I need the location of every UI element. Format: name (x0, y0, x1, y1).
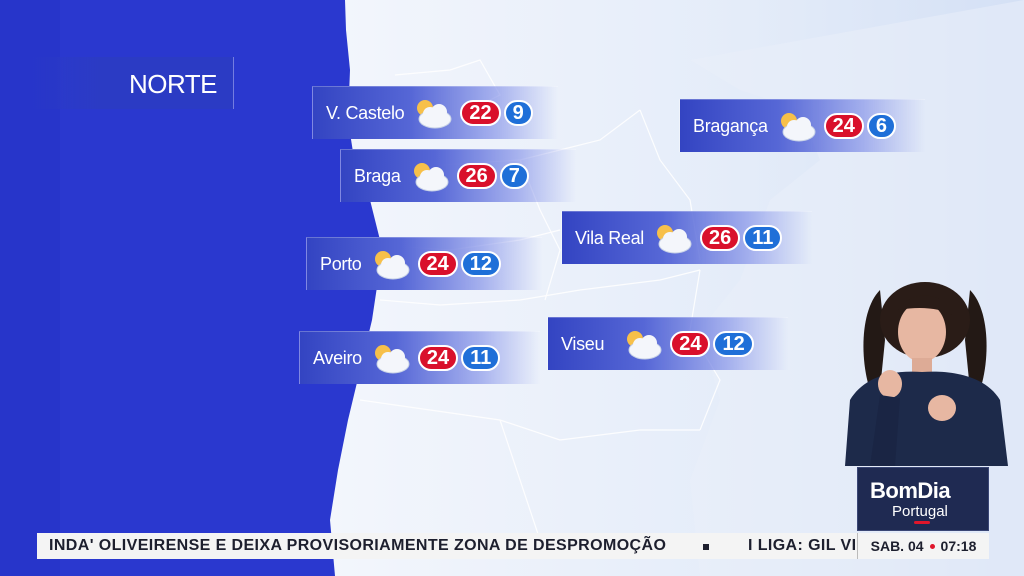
city-card-v-castelo: V. Castelo 22 9 (312, 86, 558, 139)
min-temp-badge: 6 (866, 113, 897, 139)
city-card-viseu: Viseu 24 12 (547, 317, 788, 370)
date-time: SAB. 04 07:18 (857, 533, 989, 559)
city-name: V. Castelo (326, 102, 405, 123)
partly-cloudy-icon (780, 113, 816, 142)
logo-line2: Portugal (892, 503, 948, 520)
news-ticker: INDA' OLIVEIRENSE E DEIXA PROVISORIAMENT… (37, 533, 857, 559)
partly-cloudy-icon (657, 225, 692, 254)
sign-language-presenter (845, 282, 1008, 466)
partly-cloudy-icon (374, 345, 410, 374)
min-temp-badge: 7 (499, 163, 529, 189)
min-temp-badge: 11 (743, 225, 783, 251)
city-card-braga: Braga 26 7 (340, 149, 576, 202)
min-temp-badge: 9 (503, 100, 533, 126)
city-card-braganca: Bragança 24 6 (679, 99, 925, 152)
city-card-porto: Porto 24 12 (306, 237, 542, 290)
city-name: Vila Real (575, 227, 645, 248)
city-name: Viseu (561, 333, 605, 354)
region-label: NORTE (128, 69, 218, 99)
channel-logo: BomDia Portugal (857, 467, 989, 531)
city-name: Braga (354, 165, 401, 186)
ticker-separator-icon (703, 544, 709, 550)
partly-cloudy-icon (374, 251, 410, 280)
min-temp-badge: 11 (461, 345, 501, 371)
city-name: Bragança (693, 115, 768, 136)
max-temp-badge: 24 (417, 251, 458, 277)
min-temp-badge: 12 (713, 331, 754, 357)
max-temp-badge: 24 (417, 345, 459, 371)
max-temp-badge: 26 (456, 163, 497, 189)
time-label: 07:18 (940, 538, 977, 554)
ticker-headline: INDA' OLIVEIRENSE E DEIXA PROVISORIAMENT… (49, 537, 667, 554)
date-label: SAB. 04 (870, 538, 924, 554)
max-temp-badge: 24 (823, 113, 864, 139)
city-card-aveiro: Aveiro 24 11 (299, 331, 540, 384)
logo-smile-icon (914, 521, 930, 524)
ticker-next: I LIGA: GIL VIC (748, 537, 857, 554)
region-title: NORTE (30, 57, 234, 109)
max-temp-badge: 24 (670, 331, 711, 357)
max-temp-badge: 26 (700, 225, 741, 251)
clock-dot-icon (929, 543, 935, 549)
min-temp-badge: 12 (460, 251, 502, 277)
partly-cloudy-icon (627, 331, 662, 360)
city-name: Aveiro (313, 347, 362, 368)
partly-cloudy-icon (413, 163, 449, 192)
partly-cloudy-icon (417, 100, 452, 129)
max-temp-badge: 22 (460, 100, 501, 126)
logo-line1: BomDia (870, 478, 951, 503)
city-card-vila-real: Vila Real 26 11 (561, 211, 812, 264)
city-name: Porto (320, 253, 362, 274)
